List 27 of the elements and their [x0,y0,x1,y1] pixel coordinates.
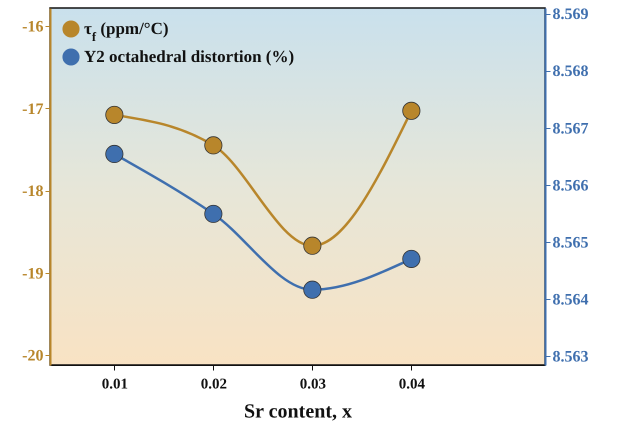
legend-label: τ$_{f}$ (ppm/°C) [84,19,169,44]
point [204,204,222,223]
y2-tick-label: 8.567 [552,120,588,138]
point [303,236,322,255]
y2-tick-label: 8.564 [552,291,588,308]
x-axis-title: Sr content, x [244,400,352,422]
y2-tick-label: 8.565 [552,234,588,252]
y-tick-label: -18 [22,183,44,200]
point [402,102,420,120]
y2-tick-label: 8.563 [552,348,588,366]
y-tick-label: -17 [22,100,44,118]
point [204,136,222,154]
y2-tick-label: 8.569 [552,6,588,24]
y-tick-label: -19 [22,265,44,282]
y2-tick-label: 8.566 [552,177,588,194]
point [105,106,124,124]
point [402,250,420,268]
x-tick-label: 0.04 [398,376,426,392]
x-tick-label: 0.01 [102,376,128,392]
y-tick-label: -16 [22,18,44,36]
x-tick-label: 0.02 [200,376,227,392]
y2-tick-label: 8.568 [552,63,588,80]
point [303,280,322,299]
point [105,144,124,164]
x-tick-label: 0.03 [300,376,326,392]
legend-label: Y2 octahedral distortion (%) [84,47,294,66]
y-tick-label: -20 [22,348,44,365]
